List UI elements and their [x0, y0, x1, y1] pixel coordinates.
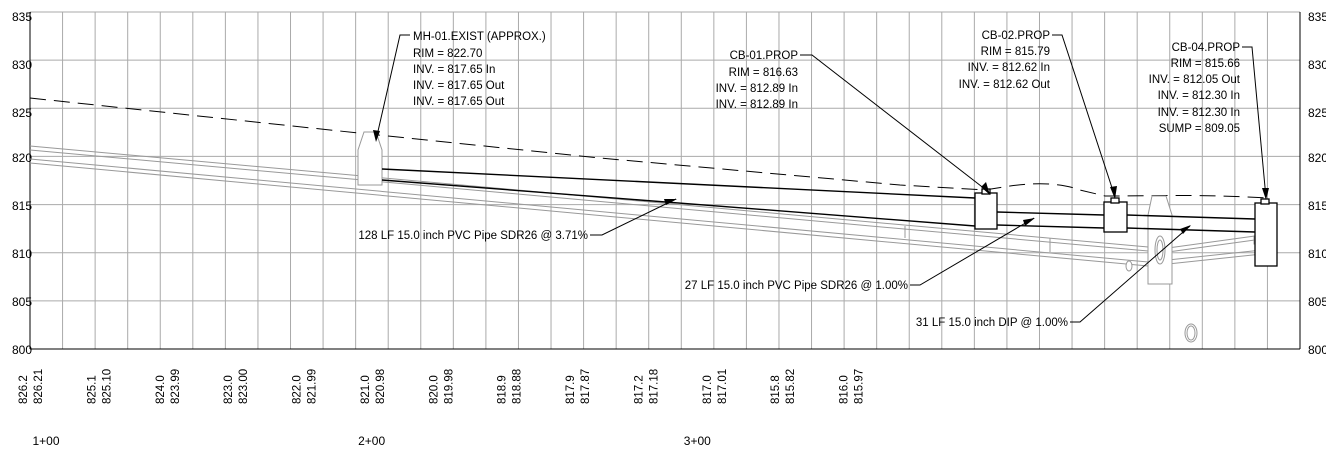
existing-ground-line — [29, 97, 1269, 199]
label-mh01: MH-01.EXIST (APPROX.) RIM = 822.70 INV. … — [413, 31, 546, 108]
catch-basin-cb02 — [1103, 197, 1128, 233]
station-elevation-proposed: 817.01 — [717, 369, 729, 404]
pipe-27lf-invert — [996, 224, 1105, 229]
station-elevation-proposed: 815.82 — [785, 369, 797, 404]
station-elevation-existing: 825.1 — [86, 375, 98, 404]
mh01-label-line: INV. = 817.65 Out — [413, 96, 505, 108]
elevation-tick-label: 820 — [1308, 151, 1326, 165]
grid — [29, 11, 1301, 350]
elevation-tick-label: 825 — [12, 106, 32, 120]
pipe-31lf-invert — [1126, 227, 1256, 233]
cb02-label-line: CB-02.PROP — [982, 30, 1051, 42]
station-elevation-labels: 826.2 826.21 825.1 825.10 824.0 823.99 823.0 82… — [18, 369, 866, 404]
cb02-label-line: RIM = 815.79 — [981, 46, 1050, 58]
station-label: 1+00 — [32, 434, 59, 448]
mh01-label-line: RIM = 822.70 — [413, 48, 482, 60]
elevation-tick-label: 805 — [1308, 295, 1326, 309]
cb04-label-line: INV. = 812.30 In — [1158, 107, 1240, 119]
catch-basin-cb04 — [1254, 198, 1278, 267]
pipe-label-128lf: 128 LF 15.0 inch PVC Pipe SDR26 @ 3.71% — [358, 230, 588, 242]
station-elevation-proposed: 815.97 — [854, 369, 866, 404]
station-elevation-proposed: 825.10 — [101, 369, 113, 404]
station-elevation-existing: 822.0 — [292, 375, 304, 404]
cb01-label-line: INV. = 812.89 In — [716, 83, 798, 95]
station-label: 3+00 — [684, 434, 711, 448]
station-elevation-existing: 824.0 — [155, 375, 167, 404]
mh01-label-line: INV. = 817.65 Out — [413, 80, 505, 92]
elevation-axis-right: 835 830 825 820 815 810 805 800 — [1308, 10, 1326, 357]
existing-pipe — [29, 145, 1267, 267]
elevation-tick-label: 835 — [1308, 10, 1326, 24]
label-cb01: CB-01.PROP RIM = 816.63 INV. = 812.89 In… — [716, 50, 799, 111]
station-elevation-existing: 823.0 — [223, 375, 235, 404]
pipe-128lf-invert — [381, 179, 976, 227]
leader-lines — [375, 34, 1267, 323]
elevation-tick-label: 810 — [12, 247, 32, 261]
existing-structure — [1125, 195, 1198, 343]
elevation-tick-label: 830 — [1308, 58, 1326, 72]
elevation-tick-label: 805 — [12, 295, 32, 309]
station-elevation-proposed: 818.88 — [512, 369, 524, 404]
cb01-label-line: RIM = 816.63 — [729, 67, 798, 79]
elevation-axis-left: 835 830 825 820 815 810 805 800 — [12, 10, 32, 357]
pipe-label-27lf: 27 LF 15.0 inch PVC Pipe SDR26 @ 1.00% — [685, 280, 908, 292]
cb04-label-line: RIM = 815.66 — [1171, 58, 1240, 70]
cb04-label-line: INV. = 812.05 Out — [1149, 74, 1241, 86]
cb02-label-line: INV. = 812.62 In — [968, 62, 1050, 74]
station-elevation-proposed: 821.99 — [307, 369, 319, 404]
station-labels: 1+00 2+00 3+00 — [32, 434, 711, 448]
station-elevation-existing: 817.2 — [633, 375, 645, 404]
cb01-label-line: CB-01.PROP — [730, 50, 799, 62]
station-elevation-existing: 817.9 — [565, 375, 577, 404]
station-elevation-existing: 826.2 — [18, 375, 30, 404]
cb01-label-line: INV. = 812.89 In — [716, 99, 798, 111]
cb02-label-line: INV. = 812.62 Out — [959, 79, 1051, 91]
station-elevation-proposed: 826.21 — [33, 369, 45, 404]
station-label: 2+00 — [358, 434, 385, 448]
pipe-31lf-crown — [1126, 214, 1256, 220]
label-cb04: CB-04.PROP RIM = 815.66 INV. = 812.05 Ou… — [1149, 42, 1241, 135]
station-elevation-proposed: 817.18 — [648, 369, 660, 404]
station-elevation-proposed: 823.99 — [170, 369, 182, 404]
elevation-tick-label: 815 — [12, 199, 32, 213]
proposed-pipes — [381, 168, 1256, 233]
pipe-128lf-crown — [381, 168, 976, 199]
label-cb02: CB-02.PROP RIM = 815.79 INV. = 812.62 In… — [959, 30, 1051, 91]
cb04-label-line: SUMP = 809.05 — [1159, 123, 1240, 135]
station-elevation-proposed: 820.98 — [375, 369, 387, 404]
station-elevation-existing: 816.0 — [839, 375, 851, 404]
elevation-tick-label: 830 — [12, 58, 32, 72]
station-elevation-proposed: 819.98 — [443, 369, 455, 404]
station-elevation-proposed: 817.87 — [580, 369, 592, 404]
mh01-label-line: MH-01.EXIST (APPROX.) — [413, 31, 546, 43]
pipe-label-31lf: 31 LF 15.0 inch DIP @ 1.00% — [916, 317, 1068, 329]
cb04-label-line: INV. = 812.30 In — [1158, 90, 1240, 102]
elevation-tick-label: 810 — [1308, 247, 1326, 261]
station-elevation-existing: 820.0 — [428, 375, 440, 404]
pipe-27lf-crown — [996, 211, 1105, 216]
manhole-mh01 — [357, 131, 383, 186]
leader-arrowheads — [373, 130, 1269, 234]
elevation-tick-label: 815 — [1308, 199, 1326, 213]
mh01-label-line: INV. = 817.65 In — [413, 64, 495, 76]
cb04-label-line: CB-04.PROP — [1172, 42, 1241, 54]
station-elevation-existing: 818.9 — [497, 375, 509, 404]
elevation-tick-label: 800 — [1308, 343, 1326, 357]
elevation-tick-label: 800 — [12, 343, 32, 357]
station-elevation-proposed: 823.00 — [238, 369, 250, 404]
elevation-tick-label: 820 — [12, 151, 32, 165]
catch-basin-cb01 — [974, 188, 998, 230]
station-elevation-existing: 821.0 — [360, 375, 372, 404]
elevation-tick-label: 825 — [1308, 106, 1326, 120]
elevation-tick-label: 835 — [12, 10, 32, 24]
station-elevation-existing: 815.8 — [770, 375, 782, 404]
station-elevation-existing: 817.0 — [702, 375, 714, 404]
